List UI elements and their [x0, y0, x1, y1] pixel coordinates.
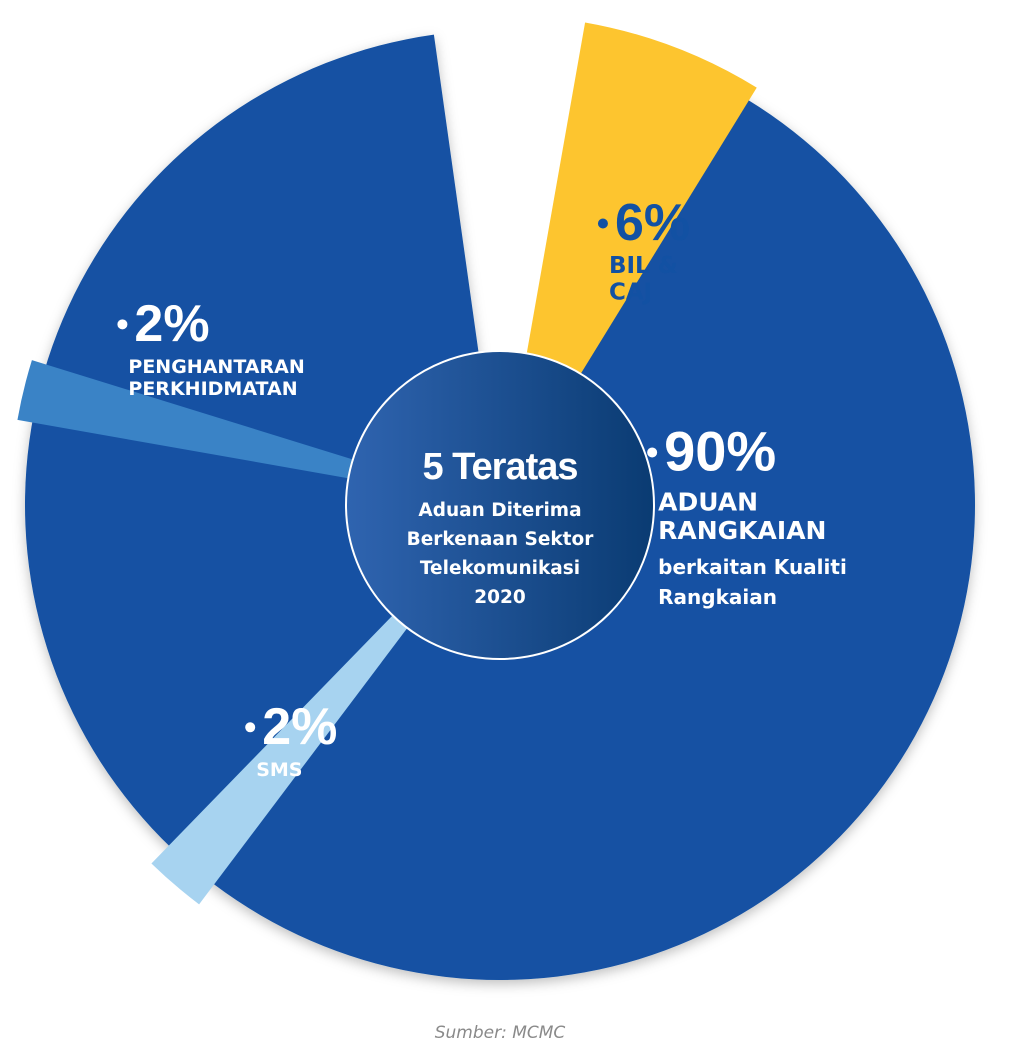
percent-label-bil-caj: 6% — [615, 194, 690, 252]
detail-label-aduan-rangkaian-2: Rangkaian — [658, 585, 777, 609]
source-note: Sumber: MCMC — [434, 1023, 566, 1043]
center-circle — [345, 350, 655, 660]
center-badge: 5 Teratas Aduan Diterima Berkenaan Sekto… — [345, 350, 655, 660]
subtitle-line-4: 2020 — [474, 587, 526, 608]
label-bullet-sms — [245, 722, 256, 733]
percent-label-penghantaran-perkhidmatan: 2% — [134, 295, 209, 353]
detail-label-aduan-rangkaian-1: berkaitan Kualiti — [658, 555, 847, 579]
chart-title: 5 Teratas — [422, 446, 577, 488]
name-label-aduan-rangkaian-1: ADUAN — [658, 487, 758, 516]
subtitle-line-3: Telekomunikasi — [420, 558, 580, 579]
name-label-penghantaran-perkhidmatan-1: PENGHANTARAN — [128, 356, 304, 378]
name-label-bil-caj-1: BIL & — [609, 253, 678, 279]
label-bullet-aduan-rangkaian — [647, 447, 658, 458]
name-label-penghantaran-perkhidmatan-2: PERKHIDMATAN — [128, 378, 297, 400]
label-bullet-bil-caj — [597, 218, 608, 229]
name-label-aduan-rangkaian-2: RANGKAIAN — [658, 516, 826, 545]
subtitle-line-2: Berkenaan Sektor — [407, 529, 595, 550]
percent-label-aduan-rangkaian: 90% — [664, 419, 776, 482]
subtitle-line-1: Aduan Diterima — [418, 500, 581, 521]
percent-label-sms: 2% — [262, 698, 337, 756]
name-label-sms-1: SMS — [256, 759, 302, 781]
name-label-bil-caj-2: CAJ — [609, 280, 652, 306]
label-bullet-penghantaran-perkhidmatan — [117, 319, 128, 330]
